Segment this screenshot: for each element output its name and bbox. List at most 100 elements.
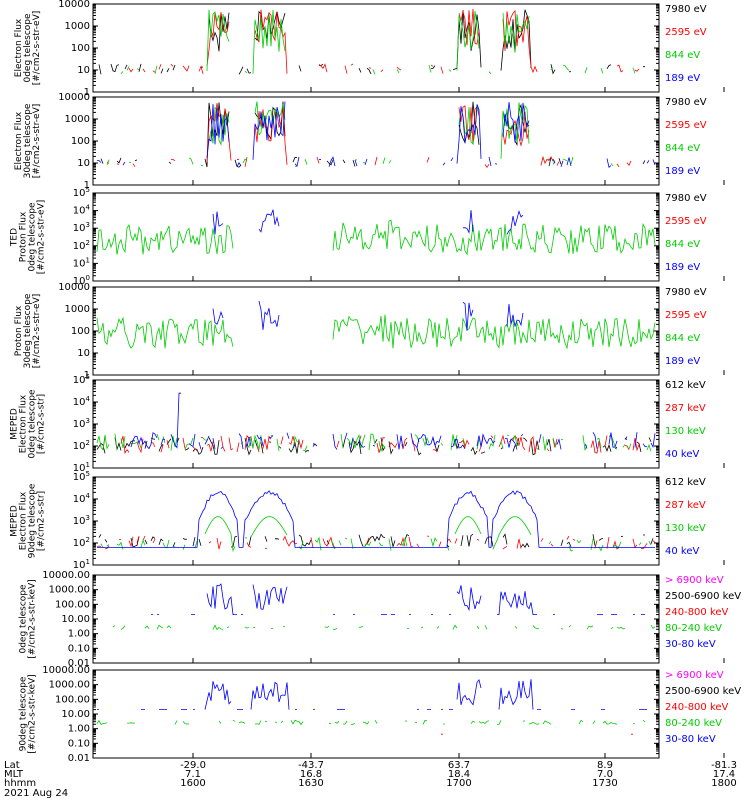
legend-entry: 844 eV (665, 143, 700, 154)
x-tick-label: 1630 (298, 778, 323, 789)
y-tick-label: 1.00 (68, 724, 90, 735)
legend-entry: 612 keV (665, 477, 706, 488)
footer-date: 2021 Aug 24 (4, 788, 68, 799)
y-tick-label: 105 (73, 470, 90, 483)
y-axis-label-line: 0deg telescope (28, 202, 38, 272)
legend-entry: 7980 eV (665, 193, 707, 204)
legend-entry: 130 keV (665, 523, 706, 534)
y-tick-label: 102 (73, 439, 90, 452)
legend-entry: 287 keV (665, 403, 706, 414)
x-tick-label: 18.4 (448, 769, 470, 780)
y-tick-exponent: 5 (86, 186, 90, 194)
y-tick-label: 1000.00 (49, 585, 90, 596)
y-tick-label: 1000 (65, 304, 90, 315)
legend-entry: 2595 eV (665, 216, 707, 227)
panel-p7: 0.01 0.10 1.00 10.00 100.00 1000.00 10000.00 0d… (19, 570, 742, 669)
series-line-287-kev (103, 436, 655, 454)
y-tick-label: 10000 (58, 0, 90, 10)
legend-entry: 844 eV (665, 333, 700, 344)
y-tick-exponent: 5 (86, 373, 90, 381)
series-line-189-ev (96, 101, 656, 169)
y-tick-exponent: 3 (86, 221, 90, 229)
y-tick-label: 103 (73, 514, 90, 527)
series-line-7980-ev (101, 102, 655, 168)
legend-entry: 7980 eV (665, 4, 707, 15)
x-tick-label: 16.8 (300, 769, 322, 780)
panel-frame (92, 669, 660, 759)
y-tick-label: 1 (84, 370, 90, 381)
series-line-189-ev (212, 209, 524, 235)
y-tick-exponent: 1 (86, 461, 90, 469)
series-line-130-kev (96, 433, 652, 453)
legend-entry: 844 eV (665, 239, 700, 250)
legend-entry: > 6900 keV (665, 670, 724, 681)
y-axis-label-line: Electron Flux (19, 491, 29, 550)
legend-entry: 7980 eV (665, 287, 707, 298)
series-line-844-ev (107, 102, 651, 167)
y-axis-label-line: 90deg telescope (19, 676, 29, 751)
y-axis-label-line: 30deg telescope (23, 293, 33, 368)
y-tick-label: 10 (77, 158, 90, 169)
x-tick-label: 1600 (180, 778, 205, 789)
y-tick-exponent: 4 (86, 395, 91, 403)
series-line-844-ev (121, 10, 651, 75)
y-axis-label-line: [#/cm2-s-str] (37, 394, 47, 454)
legend-entry: 189 eV (665, 356, 700, 367)
legend-entry: 7980 eV (665, 97, 707, 108)
y-tick-exponent: 3 (86, 417, 90, 425)
legend-entry: 2595 eV (665, 27, 707, 38)
series-line-844-ev (96, 314, 656, 350)
series-line-844-ev (96, 219, 656, 256)
y-tick-exponent: 1 (86, 558, 90, 566)
y-tick-label: 10 (77, 65, 90, 76)
y-tick-exponent: 2 (86, 536, 90, 544)
y-axis-label-line: Electron Flux (19, 394, 29, 453)
y-axis-label-line: 90deg telescope (28, 483, 38, 558)
y-axis-label-line: 0deg telescope (28, 389, 38, 459)
y-tick-label: 102 (73, 536, 90, 549)
legend-entry: > 6900 keV (665, 575, 724, 586)
y-axis-label-line: Proton Flux (14, 305, 24, 356)
y-axis-label-line: [#/cm2-s-str-eV] (32, 11, 42, 86)
y-tick-label: 104 (73, 492, 91, 505)
x-tick-label: 1730 (592, 778, 617, 789)
legend-entry: 40 keV (665, 546, 699, 557)
panel-frame (92, 3, 660, 93)
legend-entry: 189 eV (665, 262, 700, 273)
legend-entry: 30-80 keV (665, 734, 716, 745)
x-tick-label: 63.7 (448, 760, 470, 771)
panel-p1: 1 10 100 1000 10000 Electron Flux0deg telesco… (14, 0, 725, 98)
y-axis-label-line: [#/cm2-s-str-eV] (32, 104, 42, 179)
y-tick-label: 100 (71, 326, 90, 337)
y-tick-label: 100.00 (55, 599, 90, 610)
y-tick-label: 10000 (58, 92, 90, 103)
y-tick-label: 100 (71, 43, 90, 54)
x-tick-label: -43.7 (298, 760, 324, 771)
panel-p4: 1 10 100 1000 10000 Proton Flux30deg telescop… (14, 282, 725, 381)
x-tick-label: -81.3 (711, 760, 737, 771)
y-axis-label-line: Proton Flux (19, 211, 29, 262)
y-tick-label: 100.00 (55, 694, 90, 705)
y-tick-exponent: 2 (86, 439, 90, 447)
y-tick-label: 1000 (65, 114, 90, 125)
series-line-612-kev (98, 533, 654, 548)
y-tick-label: 0.01 (68, 753, 90, 764)
y-tick-label: 0.10 (68, 738, 90, 749)
y-tick-label: 105 (73, 186, 90, 199)
y-tick-label: 10.00 (61, 709, 90, 720)
legend-entry: 30-80 keV (665, 639, 716, 650)
y-axis-label-line: Electron Flux (14, 18, 24, 77)
x-tick-label: 17.4 (713, 769, 735, 780)
footer-row-label-hhmm: hhmm (4, 778, 36, 789)
x-tick-label: 7.1 (185, 769, 201, 780)
footer-row-label-lat: Lat (4, 760, 20, 771)
y-tick-label: 1 (84, 87, 90, 98)
series-line-2595-ev (107, 103, 643, 167)
y-axis-label: 90deg telescope[#/cm2-s-str-keV] (19, 674, 38, 753)
x-tick-label: 7.0 (597, 769, 613, 780)
x-tick-label: 1800 (711, 778, 736, 789)
legend-entry: 40 keV (665, 449, 699, 460)
